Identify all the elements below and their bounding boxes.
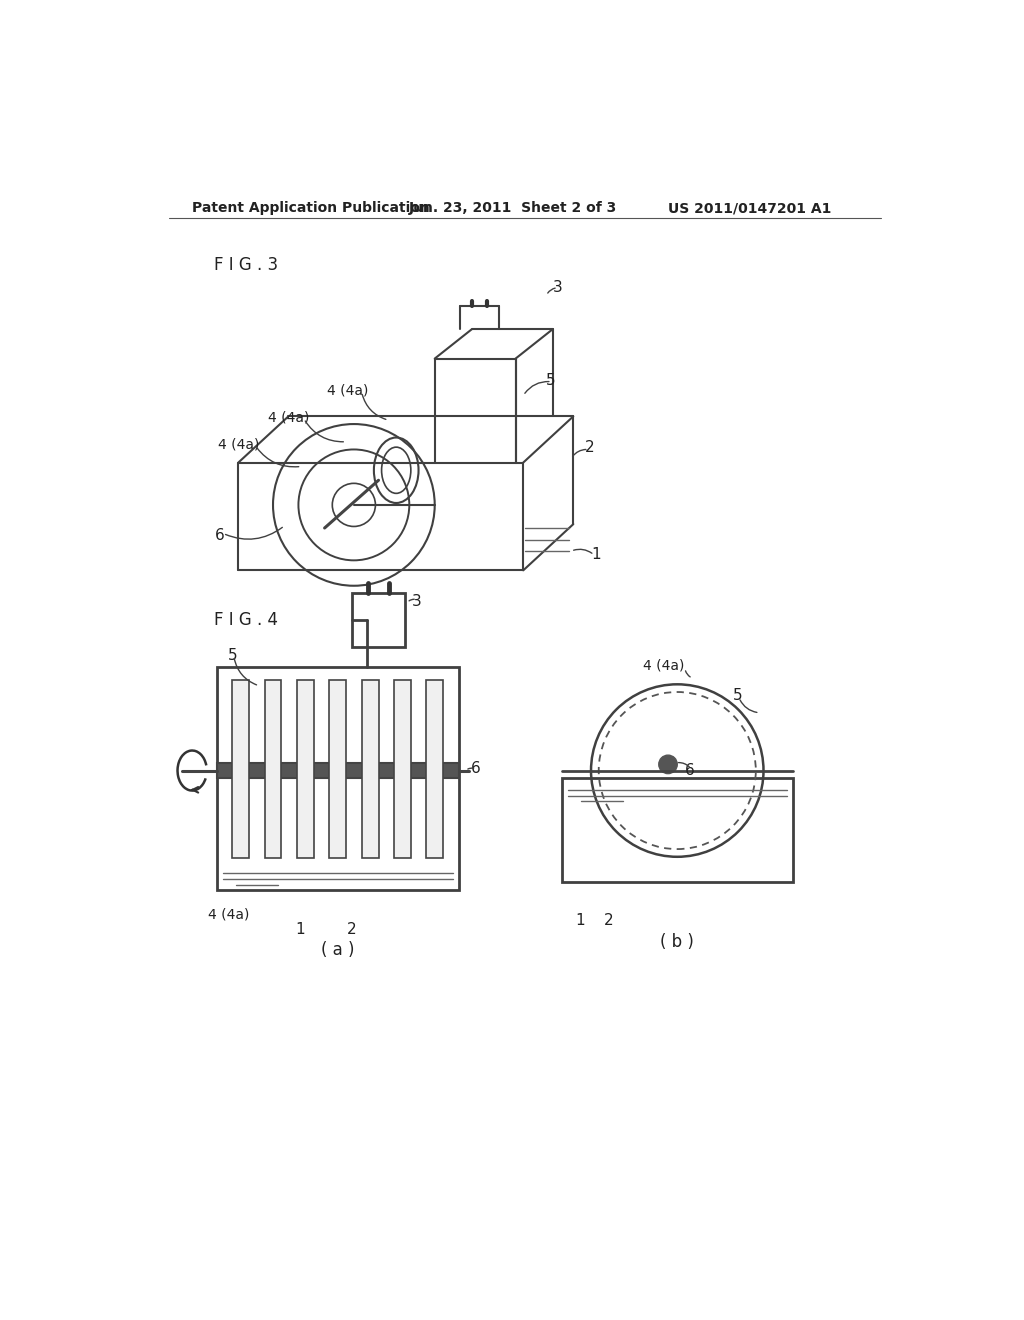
- Text: 5: 5: [733, 688, 742, 704]
- Text: Patent Application Publication: Patent Application Publication: [193, 202, 430, 215]
- Bar: [562, 779, 793, 882]
- Text: 1: 1: [591, 548, 601, 562]
- Bar: [426, 681, 443, 858]
- Text: 4 (4a): 4 (4a): [267, 411, 309, 425]
- Text: ( a ): ( a ): [321, 941, 354, 958]
- Text: 6: 6: [215, 528, 225, 544]
- Bar: [217, 763, 460, 779]
- Text: 6: 6: [471, 760, 480, 776]
- Bar: [394, 681, 411, 858]
- Text: 4 (4a): 4 (4a): [208, 908, 249, 921]
- Text: 2: 2: [604, 913, 613, 928]
- Text: 4 (4a): 4 (4a): [643, 659, 684, 672]
- Text: 1: 1: [575, 913, 586, 928]
- Text: 3: 3: [412, 594, 421, 609]
- Text: 3: 3: [553, 280, 562, 296]
- Bar: [361, 681, 379, 858]
- Text: 4 (4a): 4 (4a): [327, 384, 369, 397]
- Text: 2: 2: [585, 440, 595, 454]
- Text: 6: 6: [685, 763, 694, 777]
- Text: F I G . 4: F I G . 4: [214, 611, 278, 630]
- Bar: [232, 681, 249, 858]
- Text: Jun. 23, 2011  Sheet 2 of 3: Jun. 23, 2011 Sheet 2 of 3: [410, 202, 617, 215]
- Text: 2: 2: [347, 923, 356, 937]
- Text: 5: 5: [228, 648, 238, 663]
- Circle shape: [658, 755, 677, 774]
- Bar: [264, 681, 282, 858]
- Text: F I G . 3: F I G . 3: [214, 256, 278, 273]
- Text: 4 (4a): 4 (4a): [217, 438, 259, 451]
- Text: 1: 1: [295, 923, 305, 937]
- Bar: [217, 667, 460, 890]
- Bar: [297, 681, 313, 858]
- Bar: [351, 594, 406, 647]
- Text: 5: 5: [547, 372, 556, 388]
- Bar: [330, 681, 346, 858]
- Text: US 2011/0147201 A1: US 2011/0147201 A1: [668, 202, 831, 215]
- Text: ( b ): ( b ): [660, 933, 694, 952]
